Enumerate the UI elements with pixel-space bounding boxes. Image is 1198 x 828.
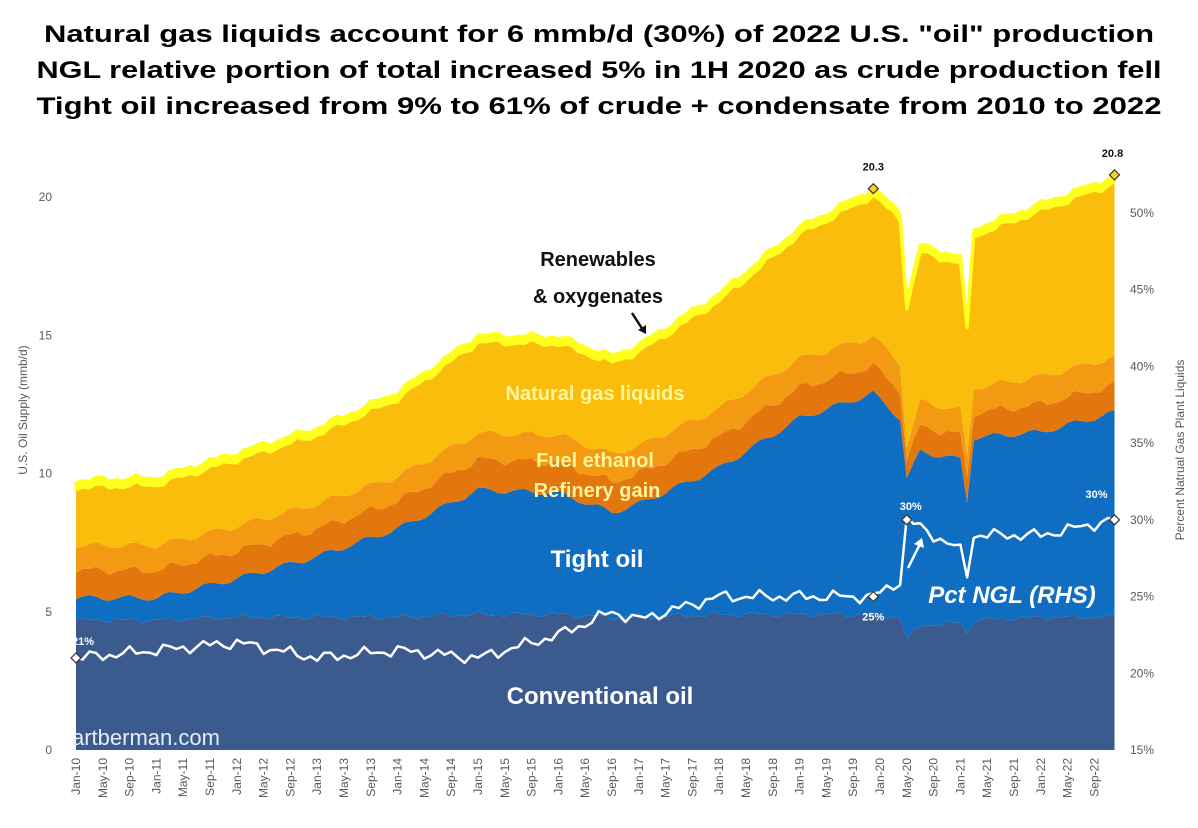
label-fuel-ethanol: Fuel ethanol (536, 450, 654, 472)
y2-tick-label: 30% (1130, 513, 1154, 527)
x-tick-label: Jan-16 (551, 758, 565, 795)
x-tick-label: Jan-17 (632, 758, 646, 795)
label-renewables-line2: & oxygenates (533, 286, 663, 308)
area-refinery-gain (76, 362, 1115, 601)
x-tick-label: Sep-22 (1087, 758, 1101, 797)
x-tick-label: May-19 (819, 758, 833, 798)
title-line-2: NGL relative portion of total increased … (37, 57, 1162, 84)
label-conventional-oil: Conventional oil (507, 683, 694, 710)
title-line-1: Natural gas liquids account for 6 mmb/d … (44, 21, 1154, 48)
x-tick-label: Jan-14 (391, 758, 405, 795)
y2-tick-label: 45% (1130, 283, 1154, 297)
x-tick-label: Jan-15 (471, 758, 485, 795)
x-tick-label: Jan-11 (149, 758, 163, 794)
marker-pct-jan10-icon (70, 652, 82, 664)
x-axis-ticks: Jan-10 May-10 Sep-10 Jan-11 May-11 Sep-11 Jan-… (69, 758, 1101, 798)
x-tick-label: Jan-19 (793, 758, 807, 795)
x-tick-label: Sep-14 (444, 758, 458, 797)
x-tick-label: May-17 (659, 758, 673, 798)
marker-total-dec19-icon (867, 182, 880, 195)
label-refinery-gain: Refinery gain (534, 480, 661, 502)
x-tick-label: Jan-21 (953, 758, 967, 795)
x-tick-label: May-20 (900, 758, 914, 798)
x-tick-label: Sep-10 (123, 758, 137, 797)
y2-tick-label: 25% (1130, 590, 1154, 604)
marker-pct-dec22-icon (1108, 514, 1121, 526)
x-tick-label: Sep-18 (766, 758, 780, 797)
x-tick-label: Jan-20 (873, 758, 887, 795)
title-line-3: Tight oil increased from 9% to 61% of cr… (37, 93, 1162, 120)
x-tick-label: Sep-21 (1007, 758, 1021, 797)
area-fuel-ethanol (76, 335, 1115, 575)
x-tick-label: Sep-12 (283, 758, 297, 797)
y-tick-label: 15 (39, 328, 53, 342)
annotation-pct-jan10: 21% (72, 636, 94, 648)
area-renewables-oxygenates (74, 171, 1116, 492)
y2-axis-label: Percent Natrual Gas Plant Liquids (1173, 360, 1187, 541)
x-tick-label: May-12 (257, 758, 271, 798)
y-tick-label: 20 (39, 190, 53, 204)
pct-arrow-icon (906, 543, 922, 569)
annotation-total-dec22: 20.8 (1102, 148, 1123, 160)
marker-pct-may20-icon (900, 514, 913, 526)
label-ngl: Natural gas liquids (506, 383, 685, 405)
annotation-pct-dec19: 25% (862, 612, 884, 624)
y2-tick-label: 40% (1130, 359, 1154, 373)
watermark: artberman.com (72, 725, 220, 750)
y-tick-label: 10 (39, 467, 53, 481)
renewables-arrowhead-icon (638, 325, 646, 334)
renewables-arrow-icon (630, 312, 645, 331)
annotation-pct-may20: 30% (900, 501, 922, 513)
marker-pct-dec19-icon (867, 590, 880, 603)
x-tick-label: Sep-13 (364, 758, 378, 797)
area-tight-oil (76, 390, 1115, 639)
x-tick-label: May-13 (337, 758, 351, 798)
x-tick-label: May-21 (980, 758, 994, 798)
x-tick-label: Sep-19 (846, 758, 860, 797)
x-tick-label: May-22 (1061, 758, 1075, 798)
annotations: 20.3 20.8 21% 25% 30% 30% (70, 148, 1123, 664)
x-tick-label: May-11 (176, 758, 190, 797)
annotation-pct-dec22: 30% (1085, 489, 1107, 501)
left-axis-ticks: 0 5 10 15 20 (39, 190, 53, 757)
y2-tick-label: 50% (1130, 206, 1154, 220)
x-tick-label: Jan-18 (712, 758, 726, 795)
x-tick-label: Sep-17 (685, 758, 699, 797)
x-tick-label: Jan-12 (230, 758, 244, 795)
x-tick-label: May-15 (498, 758, 512, 798)
pct-ngl-line-group (75, 515, 1115, 665)
x-tick-label: May-10 (96, 758, 110, 798)
y-tick-label: 5 (45, 605, 52, 619)
area-natural-gas-liquids (76, 181, 1115, 549)
y2-tick-label: 20% (1130, 666, 1154, 680)
x-tick-label: May-14 (417, 758, 431, 798)
area-layers (74, 171, 1116, 750)
label-renewables-line1: Renewables (540, 249, 656, 271)
right-axis-ticks: 15% 20% 25% 30% 35% 40% 45% 50% (1130, 206, 1154, 757)
y-axis-label: U.S. Oil Supply (mmb/d) (16, 345, 30, 474)
marker-total-dec22-icon (1108, 169, 1121, 181)
x-tick-label: May-16 (578, 758, 592, 798)
line-pct-ngl (75, 515, 1115, 665)
x-tick-label: Sep-16 (605, 758, 619, 797)
x-tick-label: May-18 (739, 758, 753, 798)
x-tick-label: Jan-13 (310, 758, 324, 795)
label-pct-ngl: Pct NGL (RHS) (928, 582, 1096, 609)
x-tick-label: Jan-10 (69, 758, 83, 795)
annotation-total-dec19: 20.3 (863, 162, 884, 174)
y2-tick-label: 15% (1130, 743, 1154, 757)
x-tick-label: Sep-20 (927, 758, 941, 797)
pct-arrowhead-icon (914, 538, 924, 548)
y-tick-label: 0 (45, 743, 52, 757)
label-tight-oil: Tight oil (551, 546, 644, 573)
x-tick-label: Sep-15 (525, 758, 539, 797)
area-conventional-oil (76, 611, 1115, 750)
y2-tick-label: 35% (1130, 436, 1154, 450)
x-tick-label: Sep-11 (203, 758, 217, 796)
x-tick-label: Jan-22 (1034, 758, 1048, 795)
